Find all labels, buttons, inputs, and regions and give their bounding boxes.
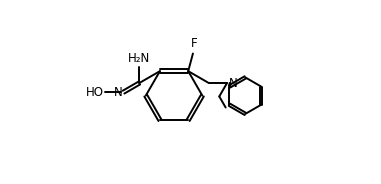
Text: N: N: [114, 86, 123, 99]
Text: H₂N: H₂N: [128, 52, 150, 65]
Text: HO: HO: [86, 86, 104, 99]
Text: N: N: [229, 77, 238, 89]
Text: F: F: [190, 37, 197, 50]
